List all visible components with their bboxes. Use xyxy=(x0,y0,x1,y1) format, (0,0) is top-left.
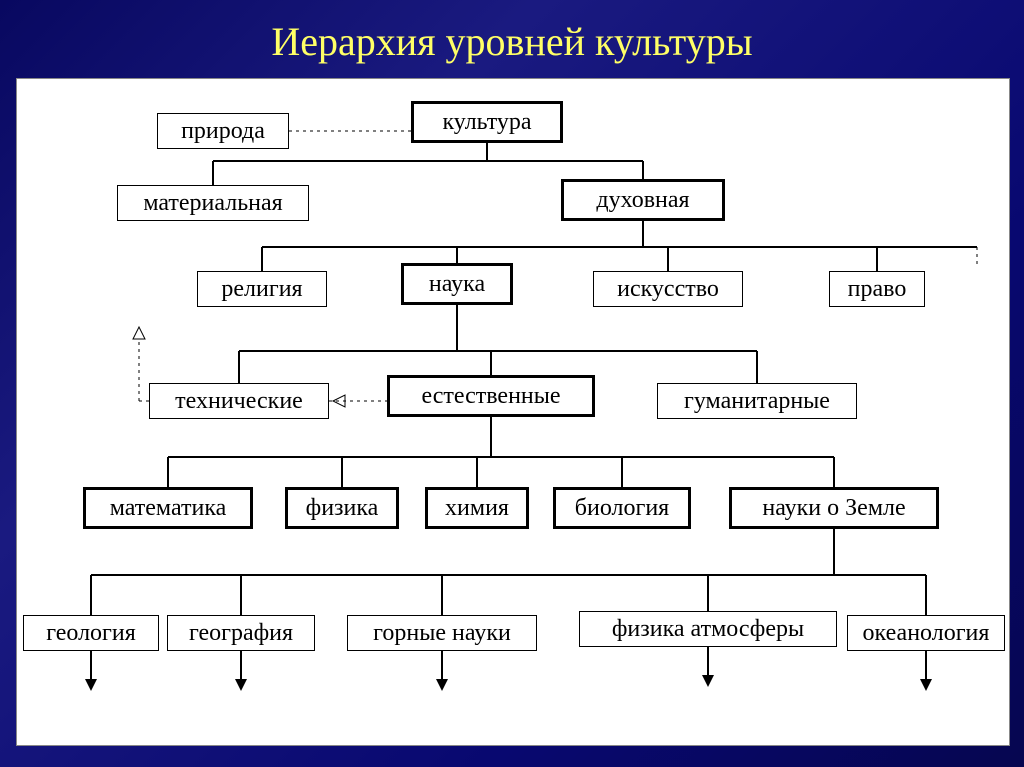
node-religia: религия xyxy=(197,271,327,307)
node-tehn: технические xyxy=(149,383,329,419)
node-fizatm: физика атмосферы xyxy=(579,611,837,647)
node-fizika: физика xyxy=(285,487,399,529)
node-duhov: духовная xyxy=(561,179,725,221)
node-matem: математика xyxy=(83,487,253,529)
node-kultura: культура xyxy=(411,101,563,143)
node-okean: океанология xyxy=(847,615,1005,651)
diagram-canvas: природа культура материальная духовная религ… xyxy=(16,78,1010,746)
node-estest: естественные xyxy=(387,375,595,417)
node-biolog: биология xyxy=(553,487,691,529)
node-geograf: география xyxy=(167,615,315,651)
node-iskusstvo: искусство xyxy=(593,271,743,307)
slide-title: Иерархия уровней культуры xyxy=(0,0,1024,65)
node-material: материальная xyxy=(117,185,309,221)
node-zemle: науки о Земле xyxy=(729,487,939,529)
node-nauka: наука xyxy=(401,263,513,305)
node-pravo: право xyxy=(829,271,925,307)
node-gorn: горные науки xyxy=(347,615,537,651)
node-himia: химия xyxy=(425,487,529,529)
node-geolog: геология xyxy=(23,615,159,651)
node-guman: гуманитарные xyxy=(657,383,857,419)
node-priroda: природа xyxy=(157,113,289,149)
